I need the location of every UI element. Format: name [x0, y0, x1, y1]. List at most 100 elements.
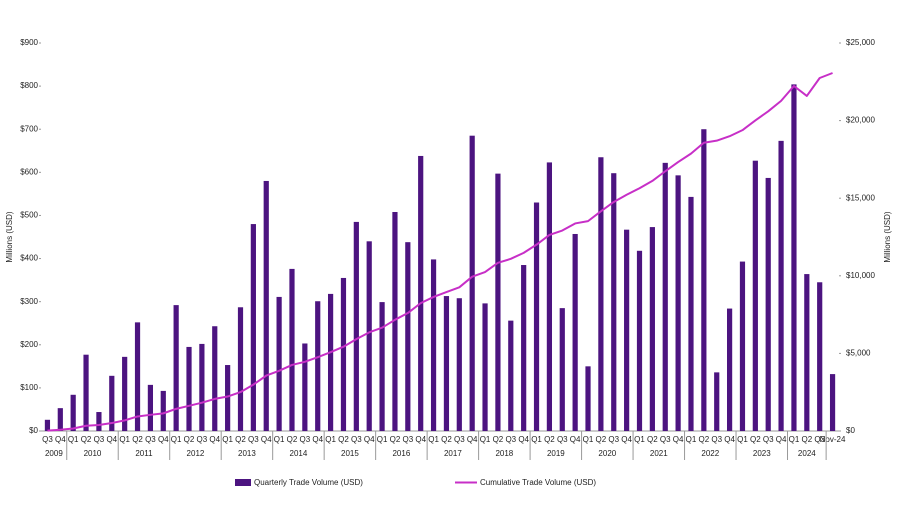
x-tick-label: Q2: [647, 435, 658, 444]
bar: [276, 296, 282, 431]
y-tick-label: $200: [20, 340, 38, 349]
bar: [83, 354, 89, 431]
bar: [405, 242, 411, 431]
bar: [430, 259, 437, 431]
x-tick-label: Q4: [673, 435, 684, 444]
bar: [225, 365, 231, 431]
bar: [649, 227, 655, 431]
x-tick-label: Q4: [106, 435, 117, 444]
x-tick-label: Q4: [364, 435, 375, 444]
x-tick-label: Q3: [248, 435, 259, 444]
x-tick-label: Q2: [287, 435, 298, 444]
bar: [804, 274, 810, 431]
x-tick-label: Q2: [801, 435, 812, 444]
x-group-label: 2016: [392, 449, 410, 458]
x-tick-label: Q3: [42, 435, 53, 444]
bar: [701, 129, 707, 431]
bar: [791, 84, 797, 432]
bar: [199, 343, 205, 431]
bar: [443, 296, 450, 431]
x-tick-label: Q2: [544, 435, 555, 444]
x-tick-label: Q4: [467, 435, 478, 444]
bar: [572, 233, 578, 431]
x-group-label: 2014: [290, 449, 308, 458]
y2-tick-label: $15,000: [846, 193, 875, 202]
x-group-label: 2020: [598, 449, 616, 458]
x-tick-label: Q4: [724, 435, 735, 444]
x-tick-label: Q4: [776, 435, 787, 444]
y2-tick-label: $5,000: [846, 349, 871, 358]
y-tick-label: $0: [29, 426, 38, 435]
bar: [765, 177, 771, 431]
y-axis-title: Millions (USD): [5, 211, 14, 262]
x-tick-label: Q3: [454, 435, 465, 444]
x-tick-label: Nov-24: [820, 435, 846, 444]
x-tick-label: Q1: [737, 435, 748, 444]
x-tick-label: Q1: [377, 435, 388, 444]
y-tick-label: $500: [20, 211, 38, 220]
x-tick-label: Q3: [351, 435, 362, 444]
x-tick-label: Q1: [686, 435, 697, 444]
legend-swatch: [235, 479, 251, 486]
bar: [726, 308, 733, 431]
bar: [482, 303, 488, 431]
x-tick-label: Q3: [197, 435, 208, 444]
bar: [237, 307, 244, 431]
x-tick-label: Q2: [235, 435, 246, 444]
x-tick-label: Q2: [699, 435, 710, 444]
y-tick-label: $800: [20, 81, 38, 90]
x-tick-label: Q3: [300, 435, 311, 444]
bar: [739, 261, 746, 431]
bar: [508, 320, 514, 431]
x-tick-label: Q1: [119, 435, 130, 444]
bar: [57, 408, 63, 431]
x-tick-label: Q1: [428, 435, 439, 444]
bar: [212, 326, 218, 431]
bar: [521, 265, 527, 431]
x-tick-label: Q3: [608, 435, 619, 444]
x-tick-label: Q2: [390, 435, 401, 444]
bar: [598, 157, 604, 431]
x-tick-label: Q3: [94, 435, 105, 444]
bar: [327, 293, 334, 431]
y-tick-label: $900: [20, 38, 38, 47]
bar: [44, 419, 51, 431]
bar: [289, 268, 295, 431]
bar: [675, 175, 681, 431]
x-tick-label: Q4: [518, 435, 529, 444]
x-group-label: 2015: [341, 449, 359, 458]
x-tick-label: Q1: [222, 435, 233, 444]
y2-tick-label: $0: [846, 426, 855, 435]
bar: [263, 180, 269, 431]
legend-label: Quarterly Trade Volume (USD): [254, 478, 363, 487]
bar: [546, 162, 553, 431]
x-group-label: 2018: [495, 449, 513, 458]
bar: [662, 162, 668, 432]
bar: [70, 394, 76, 431]
bar: [147, 384, 154, 431]
x-group-label: 2013: [238, 449, 256, 458]
x-tick-label: Q3: [557, 435, 568, 444]
y2-tick-label: $25,000: [846, 38, 875, 47]
x-tick-label: Q4: [55, 435, 66, 444]
y-tick-label: $600: [20, 167, 38, 176]
y2-tick-label: $10,000: [846, 271, 875, 280]
x-tick-label: Q2: [184, 435, 195, 444]
x-group-label: 2009: [45, 449, 63, 458]
legend-label: Cumulative Trade Volume (USD): [480, 478, 596, 487]
bar: [714, 372, 720, 431]
bar: [173, 305, 179, 431]
bar: [96, 412, 102, 431]
bar: [315, 301, 321, 431]
x-tick-label: Q1: [480, 435, 491, 444]
bar: [585, 366, 591, 431]
bar: [109, 375, 115, 431]
x-tick-label: Q4: [621, 435, 632, 444]
x-tick-label: Q1: [789, 435, 800, 444]
y-tick-label: $700: [20, 124, 38, 133]
bar: [611, 173, 617, 431]
bar: [186, 346, 192, 431]
bar: [134, 322, 141, 431]
line: [47, 72, 833, 432]
